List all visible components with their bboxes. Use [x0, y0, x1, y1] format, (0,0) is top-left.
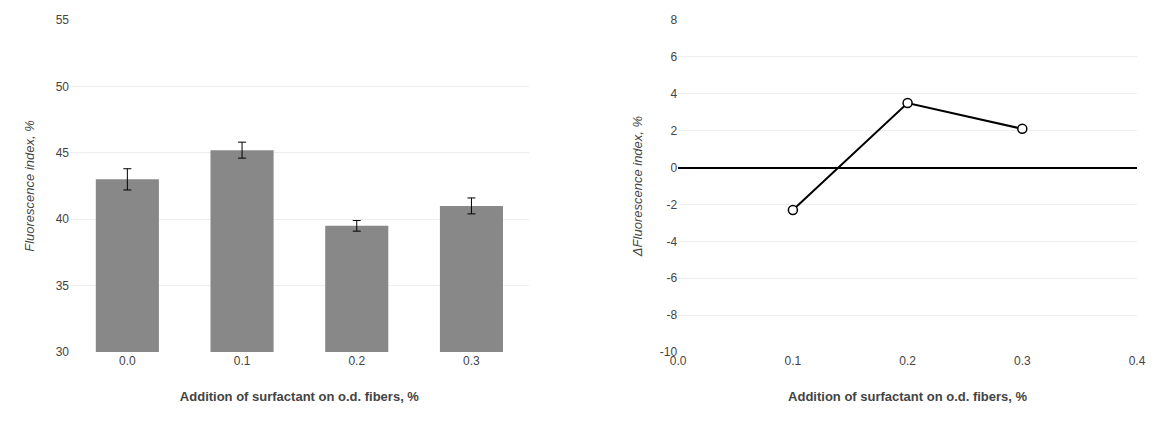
- svg-text:0.0: 0.0: [119, 354, 136, 368]
- svg-text:30: 30: [56, 345, 70, 359]
- svg-text:-6: -6: [667, 271, 678, 285]
- svg-text:Fluorescence index, %: Fluorescence index, %: [22, 120, 37, 252]
- svg-text:40: 40: [56, 212, 70, 226]
- svg-text:2: 2: [671, 124, 678, 138]
- svg-text:0.3: 0.3: [463, 354, 480, 368]
- svg-text:0.4: 0.4: [1129, 354, 1146, 368]
- svg-text:0.1: 0.1: [785, 354, 802, 368]
- svg-text:45: 45: [56, 146, 70, 160]
- svg-text:-4: -4: [667, 235, 678, 249]
- svg-text:4: 4: [671, 87, 678, 101]
- svg-text:8: 8: [671, 13, 678, 27]
- svg-text:ΔFluorescence index, %: ΔFluorescence index, %: [630, 116, 645, 257]
- svg-text:50: 50: [56, 80, 70, 94]
- svg-text:0.1: 0.1: [234, 354, 251, 368]
- svg-text:-10: -10: [660, 345, 678, 359]
- svg-text:0.0: 0.0: [670, 354, 687, 368]
- svg-text:6: 6: [671, 50, 678, 64]
- svg-text:Addition of surfactant on o.d.: Addition of surfactant on o.d. fibers, %: [788, 389, 1027, 404]
- svg-text:0.2: 0.2: [899, 354, 916, 368]
- svg-text:Addition of surfactant on o.d.: Addition of surfactant on o.d. fibers, %: [180, 389, 419, 404]
- svg-text:0.2: 0.2: [348, 354, 365, 368]
- svg-text:-2: -2: [667, 198, 678, 212]
- svg-text:0: 0: [671, 161, 678, 175]
- svg-text:55: 55: [56, 13, 70, 27]
- svg-text:35: 35: [56, 279, 70, 293]
- svg-text:-8: -8: [667, 308, 678, 322]
- svg-text:0.3: 0.3: [1014, 354, 1031, 368]
